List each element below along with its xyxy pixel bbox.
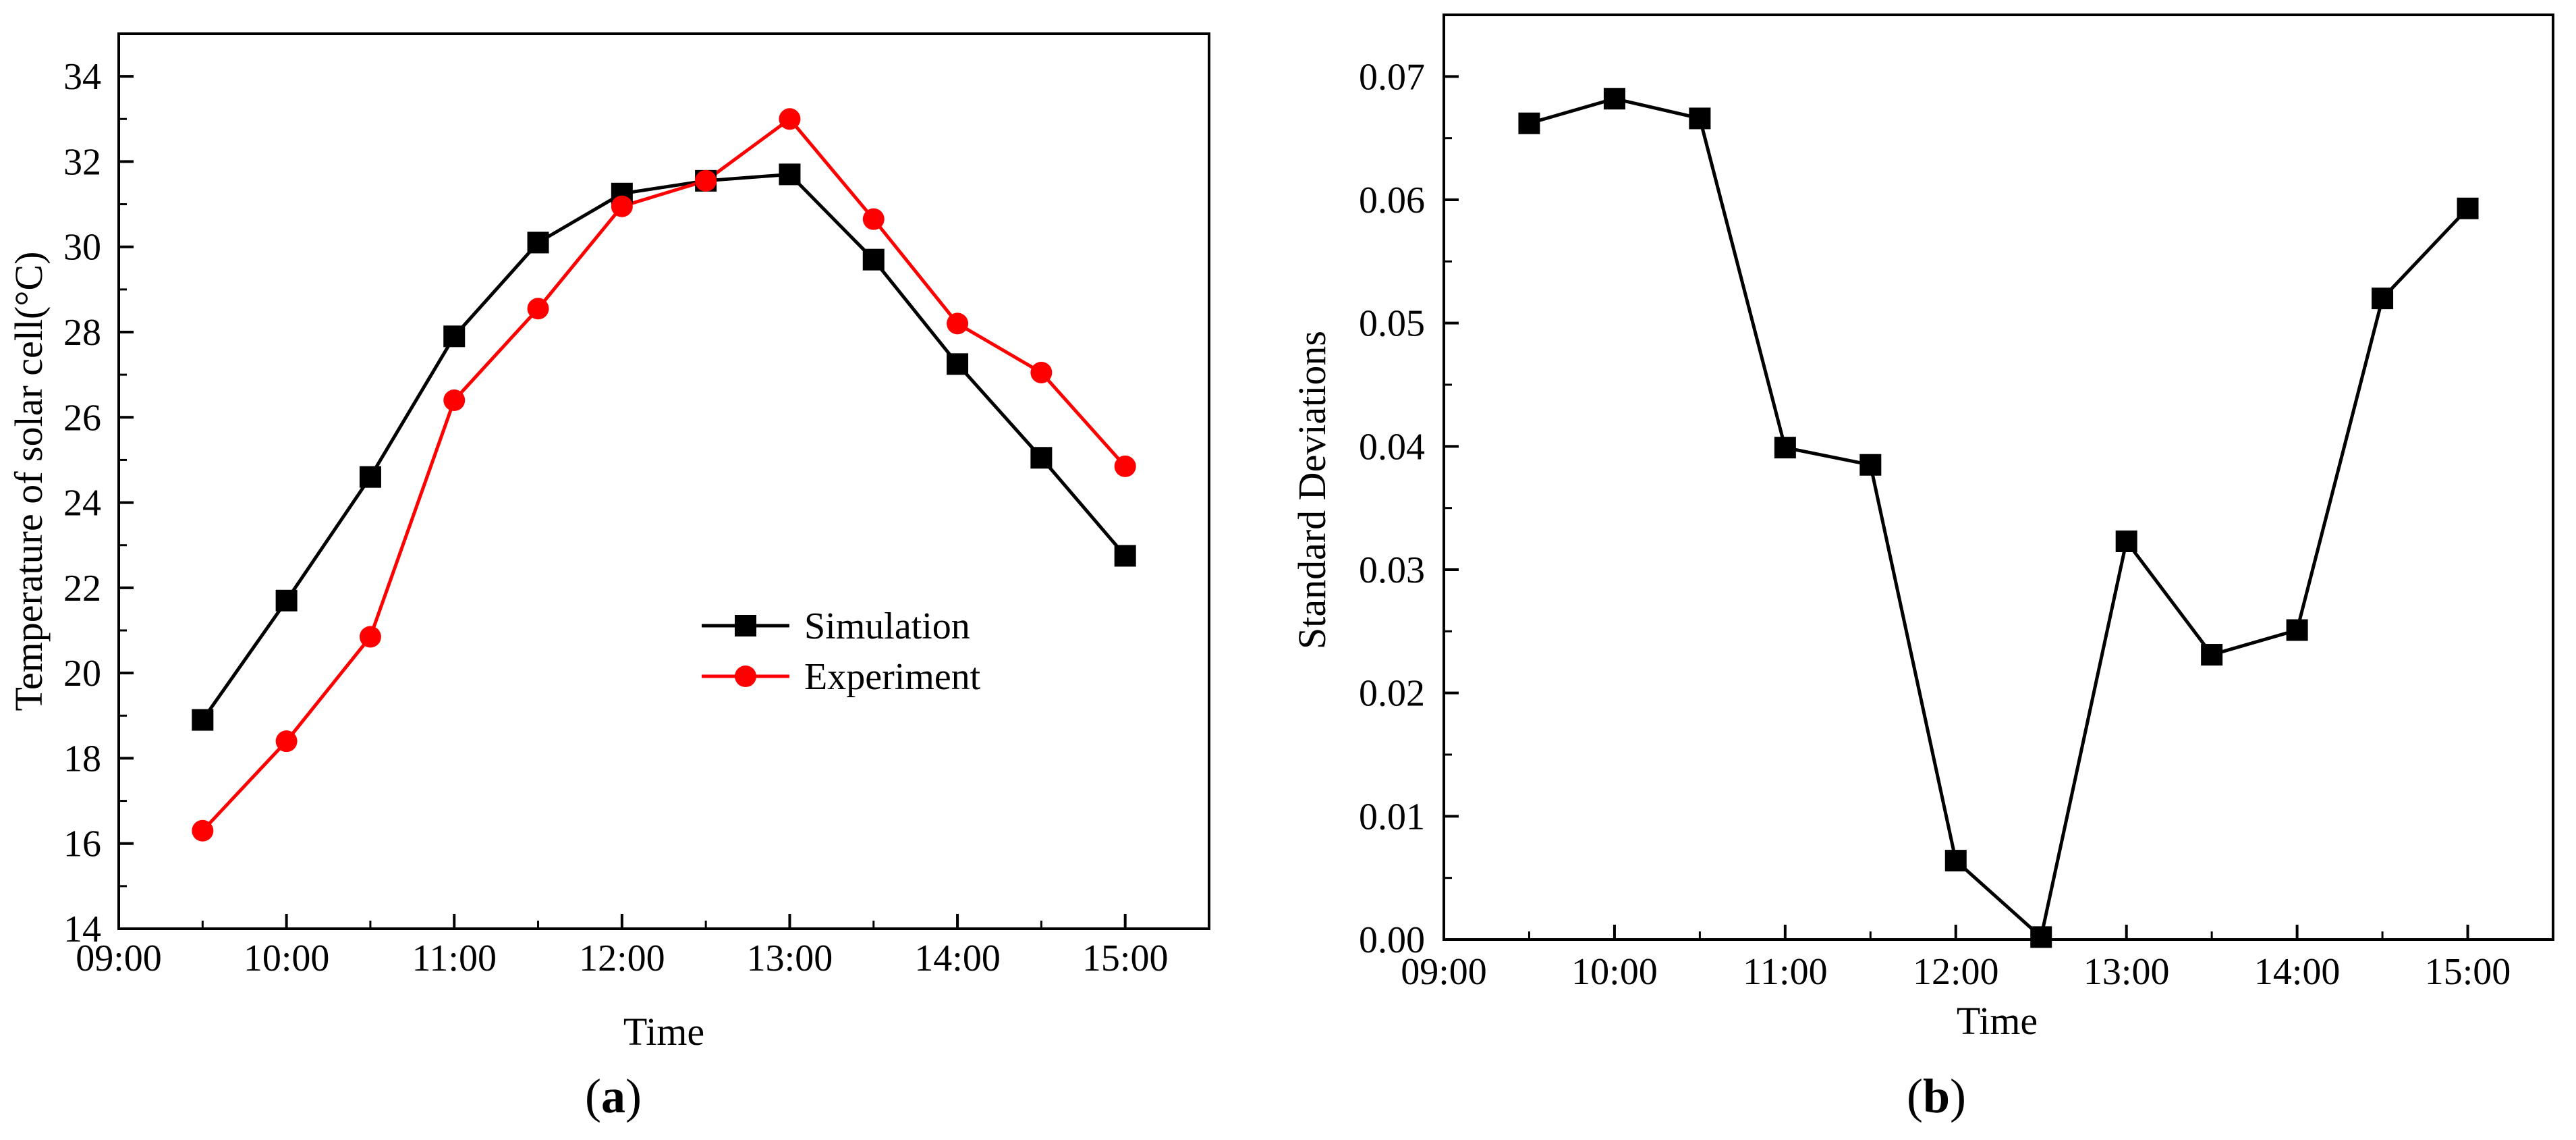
- data-point-experiment: [1114, 455, 1136, 477]
- axes-b: 09:00 10:00 11:00 12:00 13:00 14:00 15:00 0.00 0…: [1359, 56, 2511, 993]
- panel-label-a-letter: a: [601, 1069, 625, 1123]
- panel-label-a-close: ): [625, 1069, 642, 1123]
- data-point-simulation: [947, 353, 969, 375]
- data-point-simulation: [1114, 545, 1136, 567]
- y-tick-label: 0.02: [1359, 673, 1425, 715]
- data-point-standard-deviations: [2457, 197, 2479, 219]
- series-markers-b: [1518, 88, 2479, 948]
- data-point-experiment: [947, 313, 969, 335]
- x-tick-label: 13:00: [747, 938, 833, 979]
- x-tick-label: 10:00: [1571, 951, 1658, 993]
- data-point-standard-deviations: [2286, 619, 2308, 641]
- legend-label-simulation: Simulation: [804, 605, 970, 647]
- data-point-experiment: [275, 730, 298, 753]
- data-point-standard-deviations: [1859, 454, 1882, 476]
- x-tick-label: 11:00: [1743, 951, 1827, 993]
- data-point-simulation: [359, 466, 381, 488]
- x-tick-label: 12:00: [579, 938, 665, 979]
- data-point-simulation: [1030, 447, 1053, 469]
- data-point-standard-deviations: [2115, 530, 2137, 552]
- data-point-standard-deviations: [1689, 107, 1711, 130]
- data-point-simulation: [443, 325, 466, 348]
- y-tick-label: 0.07: [1359, 56, 1425, 98]
- series-line-experiment: [201, 116, 1127, 832]
- axes-a: 09:00 10:00 11:00 12:00 13:00 14:00 15:00 14 16 1…: [63, 56, 1168, 979]
- y-tick-label: 30: [63, 227, 101, 269]
- panel-label-a: (a): [585, 1069, 642, 1123]
- series-lines-a: [201, 116, 1127, 832]
- x-tick-label: 14:00: [2254, 951, 2341, 993]
- x-tick-label: 12:00: [1913, 951, 1999, 993]
- data-point-simulation: [779, 163, 801, 186]
- data-point-simulation: [275, 589, 298, 612]
- y-tick-label: 0.04: [1359, 426, 1425, 468]
- x-axis-title-b: Time: [1957, 999, 2038, 1043]
- data-point-standard-deviations: [2372, 288, 2394, 310]
- data-point-experiment: [1030, 361, 1053, 383]
- data-point-standard-deviations: [1603, 88, 1625, 110]
- data-point-experiment: [443, 389, 466, 412]
- x-tick-label: 09:00: [76, 938, 162, 979]
- y-tick-label: 16: [63, 823, 101, 865]
- data-point-standard-deviations: [1944, 850, 1967, 872]
- x-tick-label: 14:00: [914, 938, 1001, 979]
- x-tick-label: 09:00: [1401, 951, 1487, 993]
- y-tick-label: 0.00: [1359, 919, 1425, 961]
- y-tick-label: 20: [63, 653, 101, 695]
- data-point-simulation: [862, 248, 885, 271]
- y-tick-label: 0.06: [1359, 180, 1425, 221]
- y-axis-title-a: Temperature of solar cell(°C): [7, 252, 51, 711]
- legend-label-experiment: Experiment: [804, 656, 981, 698]
- y-tick-label: 0.01: [1359, 796, 1425, 838]
- data-point-experiment: [359, 626, 381, 648]
- panel-label-b-open: (: [1907, 1069, 1923, 1123]
- series-markers-a: [192, 108, 1136, 842]
- x-tick-label: 11:00: [412, 938, 496, 979]
- data-point-experiment: [192, 819, 214, 842]
- legend-a: Simulation Experiment: [702, 605, 981, 698]
- x-tick-label: 15:00: [1082, 938, 1169, 979]
- data-point-simulation: [192, 709, 214, 731]
- data-point-experiment: [611, 195, 633, 217]
- y-tick-label: 24: [63, 483, 101, 524]
- x-tick-label: 15:00: [2425, 951, 2511, 993]
- chart-panel-a: 09:00 10:00 11:00 12:00 13:00 14:00 15:00 14 16 1…: [7, 32, 1210, 1123]
- panel-label-a-open: (: [585, 1069, 601, 1123]
- data-point-standard-deviations: [1774, 437, 1796, 459]
- data-point-simulation: [527, 232, 549, 254]
- series-line-standard-deviations: [1528, 97, 2469, 941]
- panel-label-b-letter: b: [1923, 1069, 1950, 1123]
- y-tick-label: 22: [63, 568, 101, 609]
- series-lines-b: [1528, 97, 2469, 941]
- data-point-experiment: [695, 169, 717, 192]
- series-line-simulation: [201, 172, 1127, 722]
- panel-label-b: (b): [1907, 1069, 1966, 1123]
- panel-label-b-close: ): [1950, 1069, 1966, 1123]
- y-tick-label: 26: [63, 397, 101, 439]
- data-point-experiment: [527, 298, 549, 320]
- data-point-experiment: [862, 208, 885, 230]
- y-tick-label: 0.05: [1359, 303, 1425, 345]
- y-tick-label: 0.03: [1359, 549, 1425, 591]
- data-point-standard-deviations: [1518, 112, 1540, 134]
- data-point-experiment: [779, 108, 801, 130]
- y-axis-title-b: Standard Deviations: [1290, 331, 1334, 649]
- y-tick-label: 28: [63, 312, 101, 354]
- legend-marker-simulation: [735, 615, 756, 636]
- y-tick-label: 34: [63, 56, 101, 98]
- x-axis-title-a: Time: [623, 1010, 704, 1054]
- plot-frame-b: [1443, 13, 2554, 941]
- x-tick-label: 10:00: [244, 938, 330, 979]
- data-point-standard-deviations: [2201, 644, 2223, 666]
- legend-marker-experiment: [735, 666, 756, 687]
- plot-frame-a: [117, 32, 1210, 930]
- x-tick-label: 13:00: [2083, 951, 2170, 993]
- y-tick-label: 18: [63, 738, 101, 780]
- y-tick-label: 32: [63, 141, 101, 183]
- data-point-standard-deviations: [2030, 926, 2052, 948]
- chart-panel-b: 09:00 10:00 11:00 12:00 13:00 14:00 15:00 0.00 0…: [1290, 13, 2554, 1123]
- y-tick-label: 14: [63, 908, 101, 950]
